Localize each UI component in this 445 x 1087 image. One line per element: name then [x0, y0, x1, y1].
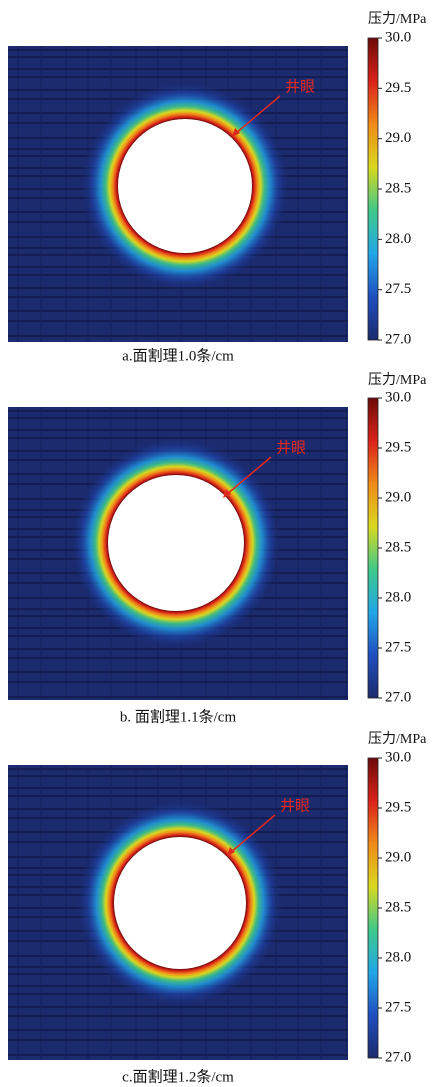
colorbar-tick-label: 27.5: [385, 999, 411, 1015]
borehole: [114, 837, 246, 969]
annotation-arrow: [234, 95, 281, 135]
colorbar-tick-label: 30.0: [385, 29, 411, 45]
annotation-arrowhead: [232, 128, 240, 137]
colorbar-tick-label: 28.5: [385, 180, 411, 196]
borehole: [108, 475, 244, 611]
colorbar-tick-label: 29.5: [385, 439, 411, 455]
colorbar-tick-label: 28.0: [385, 231, 411, 247]
colorbar-tick-label: 28.5: [385, 539, 411, 555]
colorbar-tick-label: 29.0: [385, 489, 411, 505]
colorbar-tick-label: 27.5: [385, 281, 411, 297]
colorbar-label: 压力/MPa: [368, 372, 427, 388]
colorbar: [367, 397, 379, 699]
colorbar-label: 压力/MPa: [368, 11, 427, 27]
colorbar-tick-label: 30.0: [385, 749, 411, 765]
colorbar: [367, 37, 379, 341]
caption: b. 面割理1.1条/cm: [120, 708, 237, 725]
colorbar-tick-label: 29.0: [385, 849, 411, 865]
colorbar-tick-label: 28.0: [385, 589, 411, 605]
caption: c.面割理1.2条/cm: [122, 1068, 234, 1085]
colorbar-tick-label: 30.0: [385, 389, 411, 405]
borehole: [118, 119, 252, 253]
colorbar-tick-label: 29.5: [385, 80, 411, 96]
annotation-arrowhead: [223, 489, 231, 498]
caption: a.面割理1.0条/cm: [122, 347, 234, 364]
colorbar-tick-label: 28.0: [385, 949, 411, 965]
colorbar-tick-label: 29.0: [385, 130, 411, 146]
colorbar-tick-label: 27.0: [385, 331, 411, 347]
annotation: 井眼: [280, 797, 310, 814]
colorbar-tick-label: 27.0: [385, 1049, 411, 1065]
annotation-arrowhead: [227, 847, 235, 856]
colorbar-label: 压力/MPa: [368, 731, 427, 747]
colorbar: [367, 757, 379, 1059]
annotation: 井眼: [285, 78, 315, 95]
colorbar-tick-label: 27.0: [385, 689, 411, 705]
colorbar-tick-label: 27.5: [385, 639, 411, 655]
annotation-arrow: [229, 814, 276, 854]
colorbar-tick-label: 28.5: [385, 899, 411, 915]
colorbar-tick-label: 29.5: [385, 799, 411, 815]
annotation: 井眼: [276, 439, 306, 456]
annotation-arrow: [225, 456, 272, 496]
